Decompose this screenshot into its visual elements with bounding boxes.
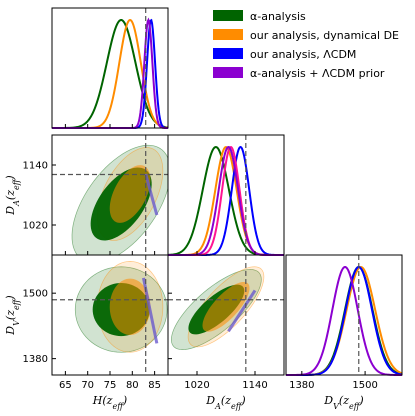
panel-border: [285, 254, 403, 376]
x-tick-label: 1500: [352, 380, 377, 391]
contour-inner-1: [109, 165, 151, 223]
contour-inner-1: [202, 281, 250, 332]
x-tick-label: 1140: [242, 380, 267, 391]
marginal-curve-da-3: [168, 145, 284, 256]
contour-panel-dv-vs-da: [170, 266, 265, 350]
degeneracy-line-0: [144, 173, 159, 216]
contour-panel-da-vs-h: [71, 144, 168, 255]
x-axis-label-da: DA(zeff): [205, 394, 245, 411]
degeneracy-line-0: [227, 289, 257, 333]
y-axis-label-dv: DV(zeff): [4, 295, 21, 335]
legend-label-1: our analysis, dynamical DE: [250, 29, 399, 42]
legend-label-0: α-analysis: [250, 10, 306, 23]
x-tick-label: 1380: [289, 380, 314, 391]
x-tick-label: 1020: [184, 380, 209, 391]
legend-swatch-1: [213, 29, 243, 40]
marginal-curve-dv-2: [286, 266, 403, 376]
x-tick-label: 85: [148, 380, 161, 391]
y-axis-label-da: DA(zeff): [4, 175, 21, 215]
x-axis-label-h: H(zeff): [92, 394, 127, 411]
truth-lines-r1-c0: [52, 135, 168, 255]
truth-lines-r2-c1: [168, 255, 284, 375]
y-tick-label: 1380: [23, 354, 48, 365]
panel-frame-r2-c2: 1380 1500: [285, 254, 403, 391]
legend-label-3: α-analysis + ΛCDM prior: [250, 67, 385, 80]
y-tick-label: 1020: [23, 221, 48, 232]
x-tick-label: 75: [104, 380, 117, 391]
marginal-da: [167, 145, 284, 256]
x-tick-label: 80: [126, 380, 139, 391]
contour-panel-dv-vs-h: [74, 261, 168, 353]
x-tick-label: 70: [81, 380, 94, 391]
marginal-dv: [286, 265, 403, 376]
panel-border: [167, 254, 285, 376]
truth-lines-r2-c0: [52, 255, 168, 375]
y-tick-label: 1500: [23, 289, 48, 300]
x-tick-label: 65: [59, 380, 72, 391]
legend: α-analysis our analysis, dynamical DE our …: [213, 10, 399, 80]
panel-frame-r0-c0: [51, 7, 169, 129]
x-axis-label-dv: DV(zeff): [323, 394, 363, 411]
legend-swatch-0: [213, 10, 243, 21]
marginal-curve-dv-3: [286, 266, 403, 376]
legend-swatch-2: [213, 48, 243, 59]
panel-frame-r2-c0: 65 70 75 80 85 1380 1500: [23, 254, 169, 391]
marginal-h: [52, 17, 169, 129]
contour-inner-1: [109, 278, 151, 336]
y-tick-label: 1140: [23, 161, 48, 172]
panel-frame-r2-c1: 1020 1140: [167, 254, 285, 391]
legend-label-2: our analysis, ΛCDM: [250, 48, 356, 61]
legend-swatch-3: [213, 67, 243, 78]
